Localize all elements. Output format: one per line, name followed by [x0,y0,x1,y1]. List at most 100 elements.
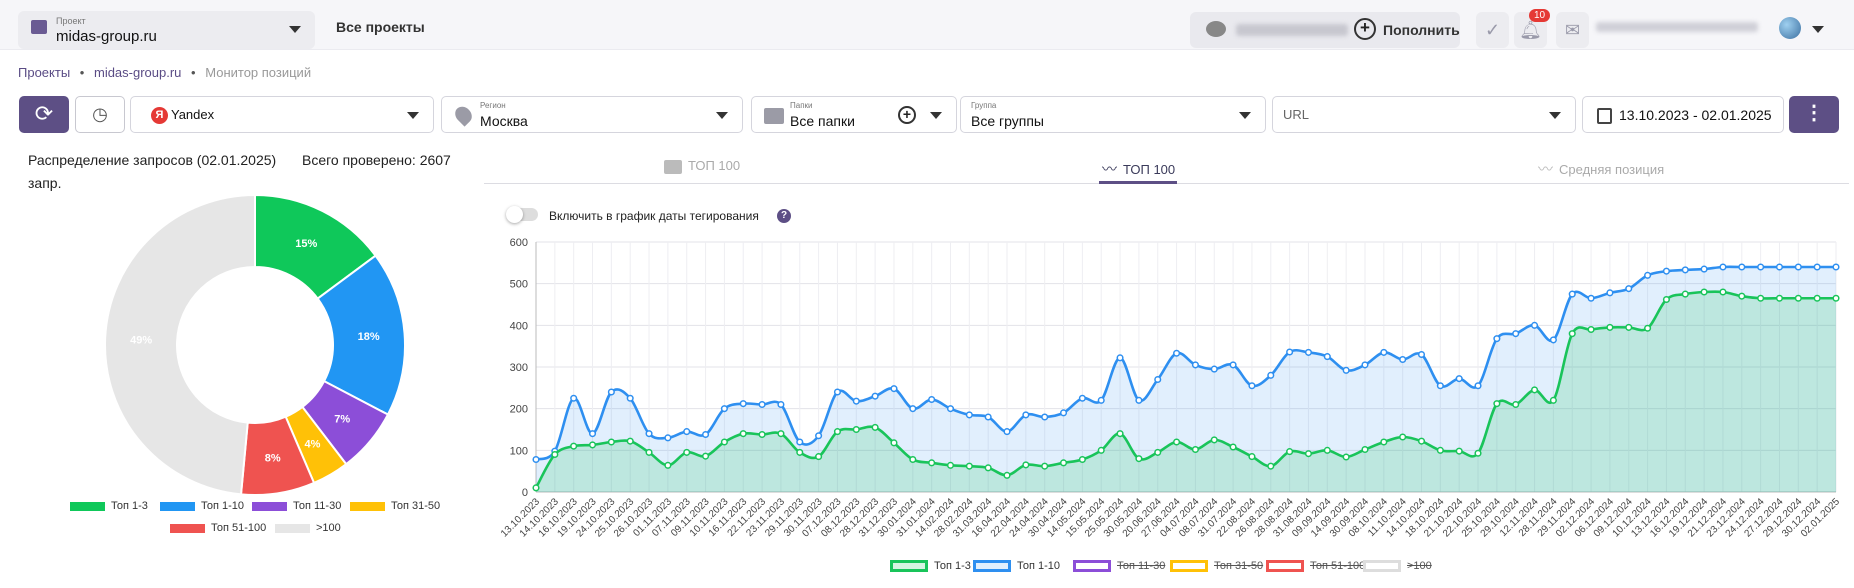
data-point[interactable] [909,455,917,464]
data-point[interactable] [683,448,691,456]
data-point[interactable] [1417,350,1426,359]
data-point[interactable] [1248,382,1256,390]
data-point[interactable] [1229,361,1237,369]
data-point[interactable] [1135,455,1143,463]
tag-dates-toggle[interactable] [506,206,538,223]
data-point[interactable] [796,438,804,446]
data-point[interactable] [1455,447,1463,455]
data-point[interactable] [551,450,559,459]
data-point[interactable] [1267,371,1275,379]
data-point[interactable] [1304,450,1313,458]
donut-legend-item[interactable]: Топ 11-30 [252,500,341,512]
data-point[interactable] [570,394,578,402]
data-point[interactable] [1775,263,1784,271]
data-point[interactable] [1719,263,1727,271]
data-point[interactable] [626,394,634,402]
data-point[interactable] [1323,353,1331,361]
refresh-button[interactable]: ⟳ [19,96,69,133]
data-point[interactable] [965,411,973,419]
chart-legend-item[interactable]: Топ 1-3 [890,560,971,573]
chart-legend-item[interactable]: Топ 1-10 [973,560,1060,573]
data-point[interactable] [1078,394,1086,402]
chart-legend-item[interactable]: Топ 11-30 [1073,560,1165,573]
data-point[interactable] [1738,292,1746,300]
help-icon[interactable]: ? [777,209,791,223]
data-point[interactable] [1173,349,1181,357]
data-point[interactable] [777,430,785,438]
data-point[interactable] [796,448,804,456]
data-point[interactable] [1625,285,1633,293]
data-point[interactable] [1512,330,1520,338]
data-point[interactable] [777,400,785,409]
data-point[interactable] [626,437,634,445]
data-point[interactable] [1191,445,1199,454]
data-point[interactable] [1097,446,1105,454]
url-select[interactable]: URL [1272,96,1576,133]
data-point[interactable] [1662,295,1670,304]
data-point[interactable] [1267,462,1275,470]
data-point[interactable] [1022,411,1030,419]
data-point[interactable] [1681,290,1689,298]
data-point[interactable] [1700,265,1708,273]
tab-top100-lines[interactable]: 〰 ТОП 100 [1102,161,1176,178]
data-point[interactable] [1399,433,1407,441]
data-point[interactable] [664,434,672,442]
data-point[interactable] [833,428,841,436]
data-point[interactable] [720,405,728,413]
project-select[interactable]: Проект midas-group.ru [18,11,315,49]
data-point[interactable] [928,459,936,467]
data-point[interactable] [1757,263,1765,271]
data-point[interactable] [1625,323,1633,331]
history-button[interactable]: ◷ [75,96,125,133]
data-point[interactable] [702,452,710,460]
data-point[interactable] [1210,365,1218,373]
data-point[interactable] [1342,453,1350,461]
data-point[interactable] [1549,336,1557,344]
data-point[interactable] [1059,409,1068,417]
data-point[interactable] [890,385,898,393]
data-point[interactable] [1191,361,1199,369]
data-point[interactable] [1531,386,1539,394]
data-point[interactable] [1116,430,1124,438]
data-point[interactable] [1022,461,1030,469]
data-point[interactable] [1700,288,1708,296]
tab-top100-stacked[interactable]: ТОП 100 [664,158,740,174]
data-point[interactable] [1116,354,1124,362]
data-point[interactable] [871,423,879,431]
data-point[interactable] [1323,446,1331,454]
data-point[interactable] [852,425,860,434]
data-point[interactable] [1832,294,1840,302]
data-point[interactable] [532,455,540,464]
chart-legend-item[interactable]: Топ 51-100 [1266,560,1365,573]
data-point[interactable] [1493,400,1501,408]
data-point[interactable] [1361,445,1369,454]
mail-icon[interactable]: ✉ [1556,12,1589,48]
data-point[interactable] [928,395,936,404]
all-projects-link[interactable]: Все проекты [336,19,425,35]
data-point[interactable] [1248,453,1256,461]
data-point[interactable] [702,430,710,439]
data-point[interactable] [815,432,823,440]
data-point[interactable] [664,461,672,469]
data-point[interactable] [946,461,955,469]
data-point[interactable] [1719,288,1727,296]
donut-legend-item[interactable]: Топ 51-100 [170,522,266,534]
data-point[interactable] [532,484,540,492]
data-point[interactable] [720,438,728,446]
data-point[interactable] [1304,348,1313,356]
data-point[interactable] [871,392,879,400]
data-point[interactable] [1568,290,1576,298]
breadcrumb-projects[interactable]: Проекты [18,65,71,80]
data-point[interactable] [758,400,766,409]
donut-legend-item[interactable]: Топ 1-3 [70,500,148,512]
data-point[interactable] [1681,266,1689,274]
region-select[interactable]: Регион Москва [441,96,743,133]
data-point[interactable] [965,462,973,470]
data-point[interactable] [1493,335,1501,343]
more-menu-button[interactable]: ⋮ [1789,96,1839,133]
data-point[interactable] [607,388,615,396]
chart-legend-item[interactable]: >100 [1363,560,1432,573]
data-point[interactable] [1587,294,1595,302]
chart-legend-item[interactable]: Топ 31-50 [1170,560,1263,573]
folders-select[interactable]: Папки Все папки + [751,96,957,133]
